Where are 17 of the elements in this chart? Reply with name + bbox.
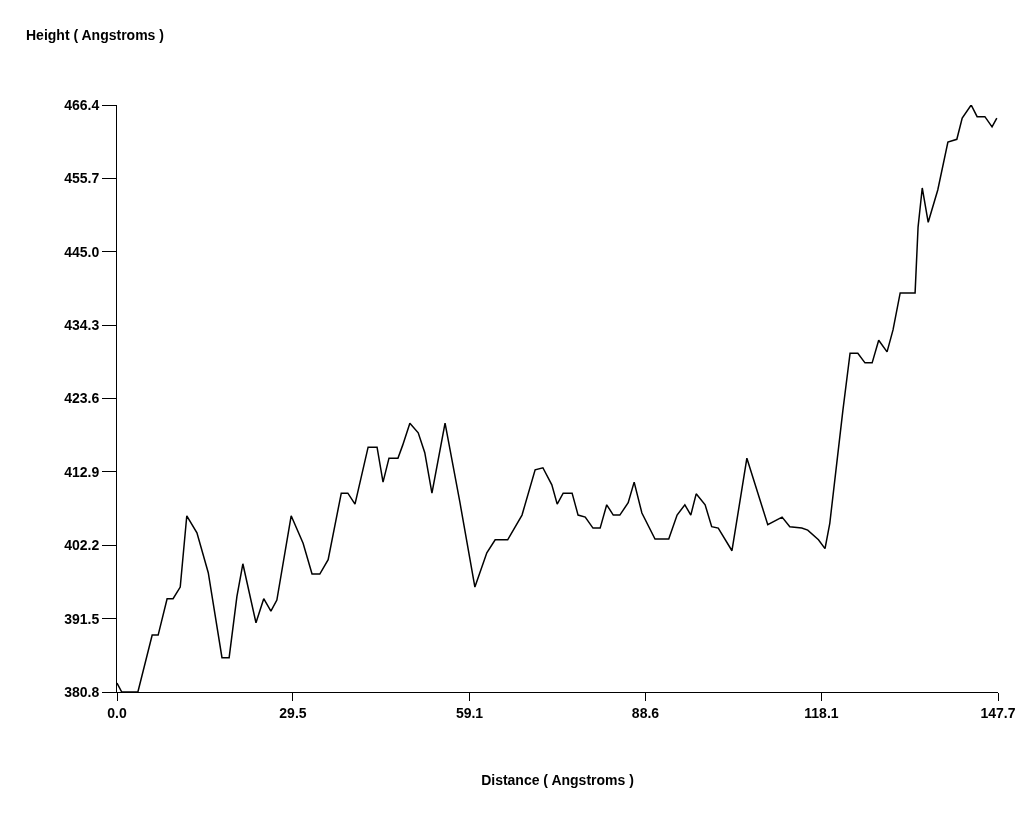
y-tick-label: 434.3 xyxy=(64,317,100,334)
x-axis-title: Distance ( Angstroms ) xyxy=(481,772,634,789)
y-tick-label: 423.6 xyxy=(64,390,100,407)
x-tick-label: 0.0 xyxy=(107,704,127,721)
y-tick-label: 412.9 xyxy=(64,463,100,480)
x-tick-label: 88.6 xyxy=(631,704,660,721)
y-tick-label: 445.0 xyxy=(64,243,100,260)
x-tick-label: 118.1 xyxy=(804,704,839,721)
x-tick-label: 29.5 xyxy=(279,704,307,721)
y-tick-label: 391.5 xyxy=(64,610,100,627)
y-tick-label: 455.7 xyxy=(64,170,100,187)
x-tick-label: 59.1 xyxy=(455,704,484,721)
x-tick-label: 147.7 xyxy=(980,704,1016,721)
y-tick-label: 402.2 xyxy=(64,537,100,554)
y-axis-title: Height ( Angstroms ) xyxy=(26,27,164,43)
y-tick-label: 466.4 xyxy=(64,96,100,113)
y-tick-label: 380.8 xyxy=(64,683,100,700)
